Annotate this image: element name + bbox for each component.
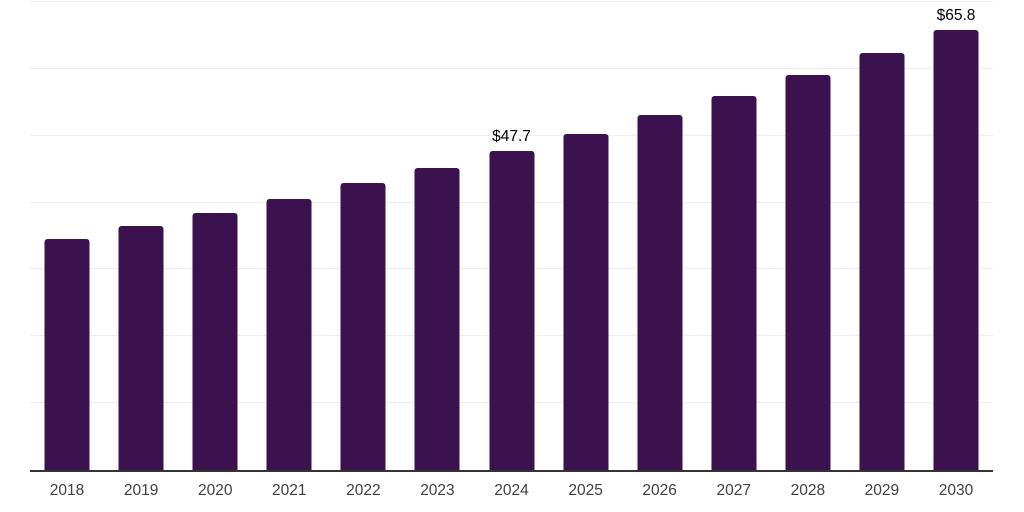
bars-container: $47.7 $65.8	[30, 2, 993, 470]
data-label-2024: $47.7	[492, 127, 531, 145]
bar-slot-2024: $47.7	[474, 2, 548, 470]
bar-slot-2026	[623, 2, 697, 470]
x-tick-label-2028: 2028	[790, 482, 826, 499]
x-tick-label-2025: 2025	[568, 482, 603, 499]
bar-slot-2020	[178, 2, 252, 470]
x-axis-tick-labels: 2018 2019 2020 2021 2022 2023 2024 2025 2026 2027…	[30, 482, 993, 501]
x-tick-label-2029: 2029	[864, 482, 900, 499]
data-label-2030: $65.8	[936, 6, 976, 24]
bar-slot-2030: $65.8	[919, 2, 993, 470]
bar-2029	[859, 53, 905, 470]
bar-2018	[44, 238, 90, 470]
bar-2019	[118, 225, 164, 470]
x-tick-label-2018: 2018	[49, 482, 85, 499]
bar-2025	[563, 133, 609, 470]
gridline-70	[30, 1, 993, 2]
bar-2021	[266, 198, 312, 470]
x-tick-label-2024: 2024	[494, 482, 529, 499]
bar-slot-2027	[697, 2, 771, 470]
x-tick-label-2023: 2023	[420, 482, 455, 499]
x-tick-label-2027: 2027	[716, 482, 751, 499]
x-tick-label-2020: 2020	[197, 482, 233, 499]
x-tick-label-2021: 2021	[272, 482, 307, 499]
gridline-50	[30, 134, 993, 136]
bar-slot-2018	[30, 2, 104, 470]
x-axis-line	[30, 470, 993, 472]
bar-2028	[785, 74, 831, 470]
bar-slot-2028	[771, 2, 845, 470]
bar-slot-2019	[104, 2, 178, 470]
bar-slot-2023	[400, 2, 474, 470]
bar-2022	[340, 183, 386, 470]
x-tick-label-2019: 2019	[123, 482, 159, 499]
bar-2027	[711, 95, 757, 470]
x-tick-label-2022: 2022	[346, 482, 381, 499]
bar-2024	[489, 151, 534, 470]
bar-slot-2025	[549, 2, 623, 470]
gridline-60	[30, 67, 993, 69]
plot-area: $47.7 $65.8	[30, 1, 993, 470]
bar-2023	[414, 167, 460, 470]
bar-slot-2021	[252, 2, 326, 470]
bar-slot-2029	[845, 2, 919, 470]
bar-2020	[192, 212, 238, 470]
bar-2030	[933, 30, 979, 470]
x-tick-label-2026: 2026	[642, 482, 677, 499]
x-tick-label-2030: 2030	[938, 482, 974, 499]
bar-slot-2022	[326, 2, 400, 470]
bar-2026	[637, 115, 683, 470]
